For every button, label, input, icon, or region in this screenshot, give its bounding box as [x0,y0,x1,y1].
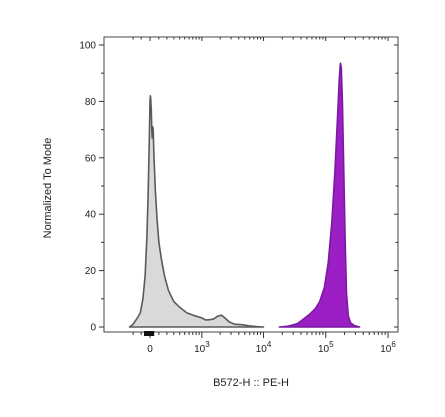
right-axis-ticks [394,44,398,328]
x-tick-label: 104 [256,340,272,355]
y-tick-label: 60 [85,153,97,164]
y-tick-label: 100 [79,41,96,52]
y-axis-title: Normalized To Mode [42,138,54,239]
y-tick-label: 80 [85,97,97,108]
y-axis: 0 20 40 60 80 100 [79,41,104,334]
histogram-series-2 [278,62,361,328]
x-tick-label: 103 [194,340,210,355]
x-tick-label: 105 [318,340,334,355]
x-tick-label: 0 [147,344,153,355]
x-axis: 0 103 104 105 106 [132,332,396,355]
x-tick-label: 106 [380,340,396,355]
plot-frame [103,36,399,333]
y-tick-label: 0 [90,323,96,334]
y-tick-label: 20 [85,266,97,277]
x-axis-title: B572-H :: PE-H [213,377,289,389]
top-axis-ticks [132,37,389,41]
histogram-series-1 [128,95,265,328]
y-tick-label: 40 [85,210,97,221]
event-rug [144,331,155,336]
series-layer [128,62,361,328]
